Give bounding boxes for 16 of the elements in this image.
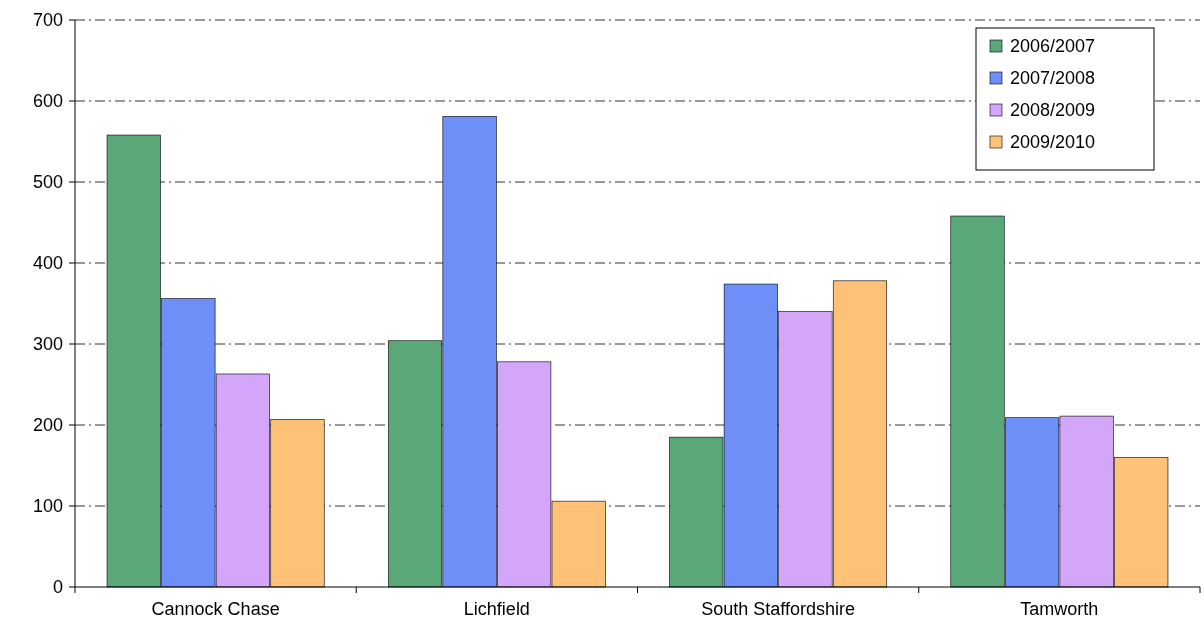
x-tick-label: Cannock Chase <box>151 599 280 619</box>
y-tick-label: 100 <box>32 496 63 517</box>
legend-label: 2007/2008 <box>1010 68 1096 89</box>
y-tick-label: 500 <box>32 172 63 193</box>
y-tick-label: 400 <box>32 253 63 274</box>
y-tick-label: 600 <box>32 91 63 112</box>
y-tick-label: 200 <box>32 415 63 436</box>
y-tick-label: 700 <box>32 10 63 31</box>
legend-label: 2006/2007 <box>1010 36 1096 57</box>
x-tick-label: South Staffordshire <box>701 599 856 619</box>
x-tick-label: Tamworth <box>1020 599 1099 619</box>
y-tick-label: 300 <box>32 334 63 355</box>
legend-label: 2009/2010 <box>1010 132 1096 153</box>
x-tick-label: Lichfield <box>463 599 530 619</box>
y-tick-label: 0 <box>52 577 63 598</box>
legend-label: 2008/2009 <box>1010 100 1096 121</box>
